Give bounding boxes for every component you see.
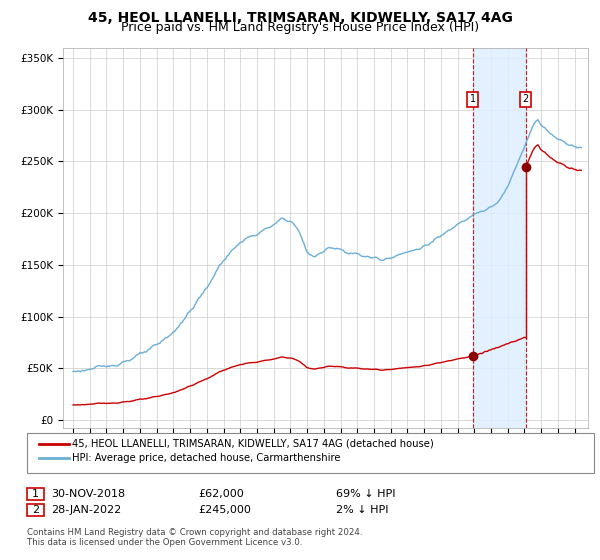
Text: Contains HM Land Registry data © Crown copyright and database right 2024.
This d: Contains HM Land Registry data © Crown c…	[27, 528, 362, 547]
Text: 2: 2	[32, 505, 39, 515]
Text: 2: 2	[523, 94, 529, 104]
Text: 30-NOV-2018: 30-NOV-2018	[51, 489, 125, 499]
Text: 2% ↓ HPI: 2% ↓ HPI	[336, 505, 389, 515]
Text: HPI: Average price, detached house, Carmarthenshire: HPI: Average price, detached house, Carm…	[72, 453, 341, 463]
Text: £245,000: £245,000	[198, 505, 251, 515]
Text: 1: 1	[32, 489, 39, 499]
Text: 1: 1	[470, 94, 476, 104]
Text: £62,000: £62,000	[198, 489, 244, 499]
Bar	[473, 48, 526, 428]
Text: 45, HEOL LLANELLI, TRIMSARAN, KIDWELLY, SA17 4AG (detached house): 45, HEOL LLANELLI, TRIMSARAN, KIDWELLY, …	[72, 438, 434, 449]
Text: Price paid vs. HM Land Registry's House Price Index (HPI): Price paid vs. HM Land Registry's House …	[121, 21, 479, 34]
Text: 69% ↓ HPI: 69% ↓ HPI	[336, 489, 395, 499]
Text: 45, HEOL LLANELLI, TRIMSARAN, KIDWELLY, SA17 4AG: 45, HEOL LLANELLI, TRIMSARAN, KIDWELLY, …	[88, 11, 512, 25]
Text: 28-JAN-2022: 28-JAN-2022	[51, 505, 121, 515]
